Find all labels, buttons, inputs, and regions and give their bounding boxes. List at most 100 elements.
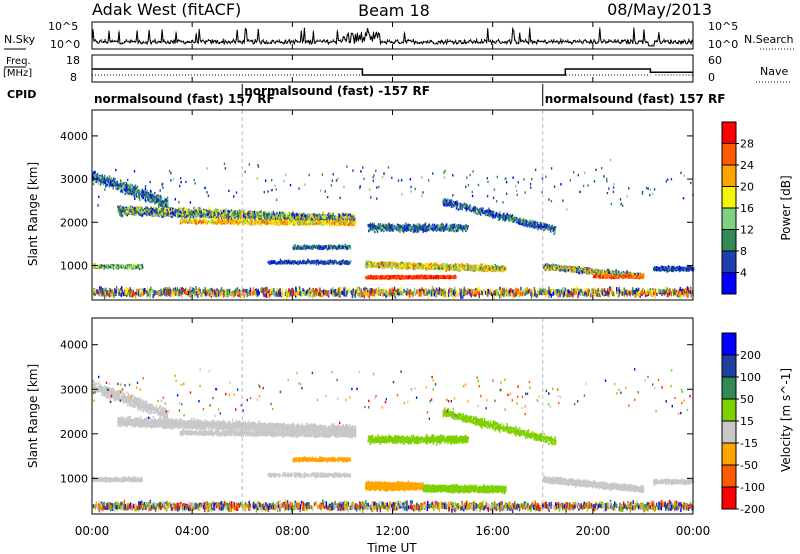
data-cell (215, 219, 216, 221)
data-cell (334, 246, 335, 248)
data-cell (315, 222, 316, 224)
data-cell (145, 196, 146, 198)
data-cell (306, 218, 307, 220)
data-cell (250, 211, 251, 213)
data-cell (249, 212, 250, 214)
data-cell (316, 220, 317, 222)
data-cell (281, 261, 282, 263)
data-cell (274, 260, 275, 262)
data-cell (200, 211, 201, 213)
data-cell (128, 265, 129, 267)
data-cell (141, 264, 142, 266)
data-cell (302, 223, 303, 225)
data-cell (272, 220, 273, 222)
data-cell (211, 212, 212, 214)
data-cell (239, 219, 240, 221)
data-cell (127, 207, 128, 209)
data-cell (326, 245, 327, 247)
data-cell (343, 261, 344, 263)
data-cell (305, 248, 306, 250)
data-cell (321, 214, 322, 216)
data-cell (186, 215, 187, 217)
data-cell (236, 217, 237, 219)
data-cell (94, 171, 95, 173)
data-cell (130, 212, 131, 214)
data-cell (305, 221, 306, 223)
data-cell (326, 248, 327, 250)
data-cell (301, 215, 302, 217)
data-cell (329, 214, 330, 216)
data-cell (114, 266, 115, 268)
data-cell (324, 221, 325, 223)
data-cell (264, 221, 265, 223)
data-cell (343, 222, 344, 224)
data-cell (345, 223, 346, 225)
data-cell (320, 223, 321, 225)
data-cell (337, 262, 338, 264)
data-cell (124, 189, 125, 191)
nave-label: Nave (760, 65, 788, 78)
data-cell (209, 221, 210, 223)
data-cell (238, 210, 239, 212)
data-cell (289, 223, 290, 225)
data-cell (341, 214, 342, 216)
data-cell (277, 262, 278, 264)
data-cell (303, 221, 304, 223)
data-cell (121, 189, 122, 191)
data-cell (197, 213, 198, 215)
data-cell (335, 261, 336, 263)
data-cell (253, 215, 254, 217)
data-cell (103, 265, 104, 267)
data-cell (282, 221, 283, 223)
data-cell (230, 222, 231, 224)
data-cell (350, 260, 351, 262)
data-cell (229, 211, 230, 213)
data-cell (143, 194, 144, 196)
data-cell (213, 209, 214, 211)
data-cell (189, 209, 190, 211)
data-cell (189, 212, 190, 214)
data-cell (114, 183, 115, 185)
data-cell (258, 214, 259, 216)
data-cell (166, 201, 167, 203)
data-cell (113, 187, 114, 189)
data-cell (140, 209, 141, 211)
data-cell (350, 221, 351, 223)
data-cell (117, 266, 118, 268)
data-cell (355, 222, 356, 224)
data-cell (161, 198, 162, 200)
data-cell (121, 208, 122, 210)
data-cell (191, 219, 192, 221)
data-cell (256, 215, 257, 217)
data-cell (343, 214, 344, 216)
data-cell (313, 246, 314, 248)
data-cell (117, 181, 118, 183)
data-cell (348, 224, 349, 226)
data-cell (311, 261, 312, 263)
data-cell (138, 212, 139, 214)
data-cell (284, 212, 285, 214)
data-cell (271, 212, 272, 214)
data-cell (346, 215, 347, 217)
data-cell (134, 211, 135, 213)
data-cell (161, 216, 162, 218)
data-cell (165, 210, 166, 212)
data-cell (321, 246, 322, 248)
data-cell (165, 199, 166, 201)
data-cell (138, 193, 139, 195)
data-cell (230, 214, 231, 216)
data-cell (149, 194, 150, 196)
data-cell (213, 215, 214, 217)
data-cell (288, 223, 289, 225)
data-cell (220, 211, 221, 213)
data-cell (167, 197, 168, 199)
data-cell (217, 209, 218, 211)
data-cell (202, 210, 203, 212)
data-cell (134, 214, 135, 216)
data-cell (216, 213, 217, 215)
data-cell (113, 180, 114, 182)
data-cell (283, 262, 284, 264)
data-cell (136, 189, 137, 191)
data-cell (103, 179, 104, 181)
data-cell (339, 261, 340, 263)
